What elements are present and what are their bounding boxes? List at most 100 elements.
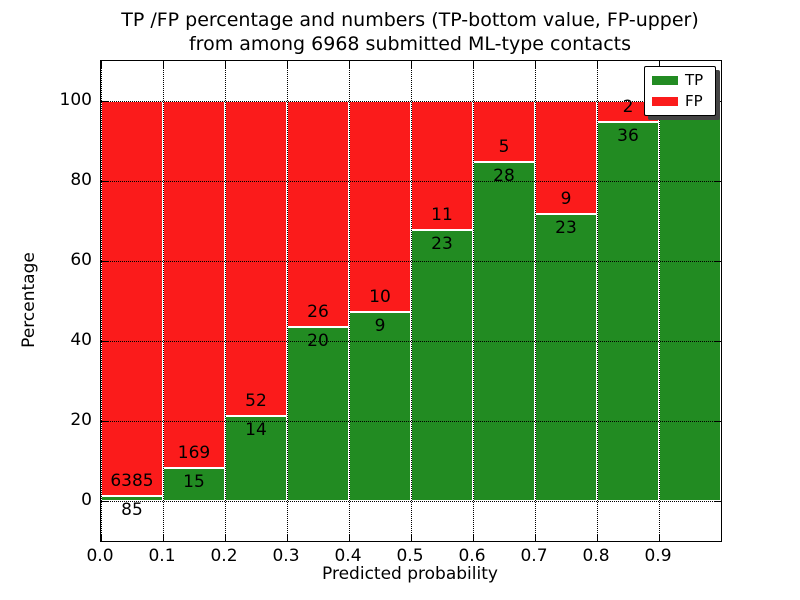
tp-color-swatch-icon bbox=[652, 76, 678, 85]
tp-count-label: 9 bbox=[374, 316, 386, 336]
y-tick-label: 80 bbox=[70, 170, 92, 190]
y-tick-label: 60 bbox=[70, 250, 92, 270]
v-gridline bbox=[225, 61, 226, 541]
tp-count-label: 36 bbox=[617, 126, 639, 146]
x-tick-mark bbox=[597, 61, 598, 68]
x-tick-label: 0.2 bbox=[210, 546, 238, 566]
fp-bar-segment bbox=[163, 101, 225, 468]
x-tick-mark bbox=[659, 61, 660, 68]
tp-bar-segment bbox=[287, 327, 349, 501]
fp-bar-segment bbox=[287, 101, 349, 327]
tp-count-label: 28 bbox=[493, 166, 515, 186]
x-tick-mark bbox=[535, 534, 536, 541]
fp-bar-segment bbox=[101, 101, 163, 496]
x-tick-label: 0.5 bbox=[396, 546, 424, 566]
tp-count-label: 23 bbox=[555, 218, 577, 238]
fp-count-label: 9 bbox=[560, 189, 572, 209]
v-gridline bbox=[535, 61, 536, 541]
v-gridline bbox=[349, 61, 350, 541]
y-tick-mark bbox=[714, 501, 721, 502]
tp-bar-segment bbox=[535, 214, 597, 501]
y-tick-mark bbox=[101, 501, 108, 502]
x-tick-mark bbox=[287, 534, 288, 541]
fp-count-label: 169 bbox=[177, 443, 211, 463]
fp-count-label: 11 bbox=[431, 205, 453, 225]
y-tick-mark bbox=[101, 421, 108, 422]
x-tick-mark bbox=[473, 534, 474, 541]
v-gridline bbox=[473, 61, 474, 541]
y-tick-mark bbox=[101, 181, 108, 182]
x-tick-mark bbox=[163, 534, 164, 541]
v-gridline bbox=[597, 61, 598, 541]
x-tick-label: 0.8 bbox=[582, 546, 610, 566]
fp-color-swatch-icon bbox=[652, 97, 678, 106]
v-gridline bbox=[101, 61, 102, 541]
tp-bar-segment bbox=[163, 468, 225, 501]
x-tick-label: 0.4 bbox=[334, 546, 362, 566]
x-tick-mark bbox=[101, 61, 102, 68]
x-tick-mark bbox=[411, 534, 412, 541]
chart-title-line2: from among 6968 submitted ML-type contac… bbox=[188, 33, 632, 55]
fp-count-label: 2 bbox=[622, 97, 634, 117]
tp-count-label: 15 bbox=[183, 472, 205, 492]
y-tick-mark bbox=[101, 341, 108, 342]
fp-bar-segment bbox=[535, 101, 597, 214]
x-tick-mark bbox=[225, 61, 226, 68]
x-tick-label: 0.1 bbox=[148, 546, 176, 566]
x-tick-mark bbox=[101, 534, 102, 541]
tp-bar-segment bbox=[659, 101, 721, 501]
v-gridline bbox=[163, 61, 164, 541]
fp-count-label: 52 bbox=[245, 391, 267, 411]
chart-title: TP /FP percentage and numbers (TP-bottom… bbox=[100, 8, 720, 56]
y-tick-mark bbox=[714, 421, 721, 422]
y-tick-label: 40 bbox=[70, 330, 92, 350]
fp-bar-segment bbox=[349, 101, 411, 312]
tp-bar-segment bbox=[349, 312, 411, 501]
plot-area: 6385851691552142620109112352892323646 bbox=[100, 60, 722, 542]
x-tick-label: 0.9 bbox=[644, 546, 672, 566]
y-tick-mark bbox=[101, 261, 108, 262]
tp-bar-segment bbox=[597, 122, 659, 501]
chart-title-line1: TP /FP percentage and numbers (TP-bottom… bbox=[121, 9, 699, 31]
x-axis-label: Predicted probability bbox=[322, 564, 498, 584]
legend: TP FP bbox=[644, 66, 716, 116]
x-tick-mark bbox=[473, 61, 474, 68]
fp-bar-segment bbox=[411, 101, 473, 230]
tp-bar-segment bbox=[411, 230, 473, 501]
x-tick-mark bbox=[659, 534, 660, 541]
legend-item-fp: FP bbox=[652, 94, 708, 109]
y-tick-label: 20 bbox=[70, 410, 92, 430]
x-tick-mark bbox=[163, 61, 164, 68]
tp-count-label: 85 bbox=[121, 500, 143, 520]
v-gridline bbox=[659, 61, 660, 541]
v-gridline bbox=[287, 61, 288, 541]
fp-count-label: 26 bbox=[307, 302, 329, 322]
x-tick-label: 0.3 bbox=[272, 546, 300, 566]
fp-count-label: 6385 bbox=[110, 471, 154, 491]
tp-bar-segment bbox=[473, 162, 535, 501]
tp-count-label: 14 bbox=[245, 420, 267, 440]
x-tick-mark bbox=[411, 61, 412, 68]
y-tick-mark bbox=[714, 261, 721, 262]
y-tick-mark bbox=[714, 341, 721, 342]
y-tick-label: 100 bbox=[59, 90, 92, 110]
x-tick-mark bbox=[535, 61, 536, 68]
legend-label-tp: TP bbox=[685, 71, 704, 89]
x-tick-label: 0.7 bbox=[520, 546, 548, 566]
y-tick-mark bbox=[714, 181, 721, 182]
y-tick-mark bbox=[101, 101, 108, 102]
x-tick-mark bbox=[349, 61, 350, 68]
fp-bar-segment bbox=[225, 101, 287, 416]
legend-item-tp: TP bbox=[652, 73, 708, 88]
fp-count-label: 5 bbox=[498, 137, 510, 157]
v-gridline bbox=[411, 61, 412, 541]
x-tick-label: 0.6 bbox=[458, 546, 486, 566]
legend-label-fp: FP bbox=[685, 92, 703, 110]
tp-count-label: 23 bbox=[431, 234, 453, 254]
x-tick-mark bbox=[225, 534, 226, 541]
x-tick-label: 0.0 bbox=[86, 546, 114, 566]
y-tick-label: 0 bbox=[81, 490, 92, 510]
x-tick-mark bbox=[597, 534, 598, 541]
x-tick-mark bbox=[349, 534, 350, 541]
